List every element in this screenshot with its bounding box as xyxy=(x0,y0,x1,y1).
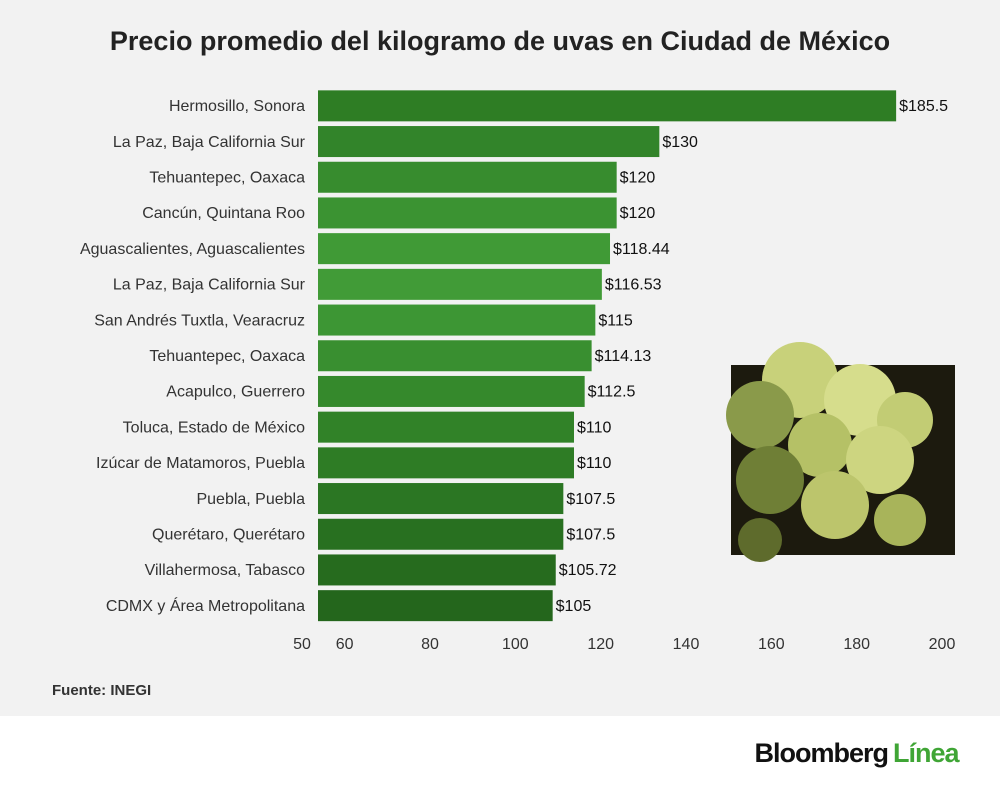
y-tick-label: San Andrés Tuxtla, Vearacruz xyxy=(94,312,305,329)
bar xyxy=(318,411,574,443)
bar xyxy=(318,161,617,193)
bar xyxy=(318,340,592,372)
value-label: $115 xyxy=(598,312,633,329)
bar xyxy=(318,483,564,515)
bar xyxy=(318,126,660,158)
x-tick-label: 50 xyxy=(293,636,311,653)
chart-title: Precio promedio del kilogramo de uvas en… xyxy=(110,26,890,56)
bar xyxy=(318,268,602,300)
value-label: $130 xyxy=(662,134,698,151)
y-tick-label: Hermosillo, Sonora xyxy=(169,98,305,115)
y-tick-label: La Paz, Baja California Sur xyxy=(113,134,306,151)
value-label: $114.13 xyxy=(595,348,652,365)
bar xyxy=(318,90,897,122)
brand-logo: Bloomberg xyxy=(754,738,888,768)
x-tick-label: 100 xyxy=(502,636,529,653)
y-tick-label: Acapulco, Guerrero xyxy=(166,384,305,401)
grape-image xyxy=(726,342,955,562)
value-label: $105 xyxy=(556,598,592,615)
bar xyxy=(318,233,611,265)
y-tick-label: Aguascalientes, Aguascalientes xyxy=(80,241,305,258)
bar xyxy=(318,590,553,622)
y-tick-label: La Paz, Baja California Sur xyxy=(113,277,306,294)
y-tick-label: Puebla, Puebla xyxy=(196,491,305,508)
y-tick-label: CDMX y Área Metropolitana xyxy=(106,596,305,615)
value-label: $105.72 xyxy=(559,562,617,579)
bar xyxy=(318,447,574,479)
value-label: $107.5 xyxy=(566,526,615,543)
y-tick-label: Cancún, Quintana Roo xyxy=(142,205,305,222)
brand-logo-accent: Línea xyxy=(893,738,961,768)
x-tick-label: 120 xyxy=(587,636,614,653)
y-tick-label: Tehuantepec, Oaxaca xyxy=(149,348,305,365)
bar xyxy=(318,197,617,229)
x-tick-label: 160 xyxy=(758,636,785,653)
y-tick-label: Villahermosa, Tabasco xyxy=(145,562,305,579)
value-label: $110 xyxy=(577,455,612,472)
bar xyxy=(318,375,585,407)
x-tick-label: 140 xyxy=(673,636,700,653)
value-label: $107.5 xyxy=(566,491,615,508)
value-label: $185.5 xyxy=(899,98,948,115)
y-tick-label: Izúcar de Matamoros, Puebla xyxy=(96,455,305,472)
value-label: $118.44 xyxy=(613,241,670,258)
value-label: $120 xyxy=(620,205,656,222)
y-tick-label: Toluca, Estado de México xyxy=(123,419,305,436)
bar xyxy=(318,518,564,550)
x-tick-label: 180 xyxy=(843,636,870,653)
value-label: $112.5 xyxy=(588,384,636,401)
x-tick-label: 200 xyxy=(929,636,956,653)
x-tick-label: 60 xyxy=(336,636,354,653)
y-tick-label: Tehuantepec, Oaxaca xyxy=(149,169,305,186)
value-label: $110 xyxy=(577,419,612,436)
bar xyxy=(318,554,556,586)
value-label: $120 xyxy=(620,169,656,186)
x-tick-label: 80 xyxy=(421,636,439,653)
bar xyxy=(318,304,596,336)
value-label: $116.53 xyxy=(605,277,662,294)
source-note: Fuente: INEGI xyxy=(52,682,151,699)
y-tick-label: Querétaro, Querétaro xyxy=(152,526,305,543)
